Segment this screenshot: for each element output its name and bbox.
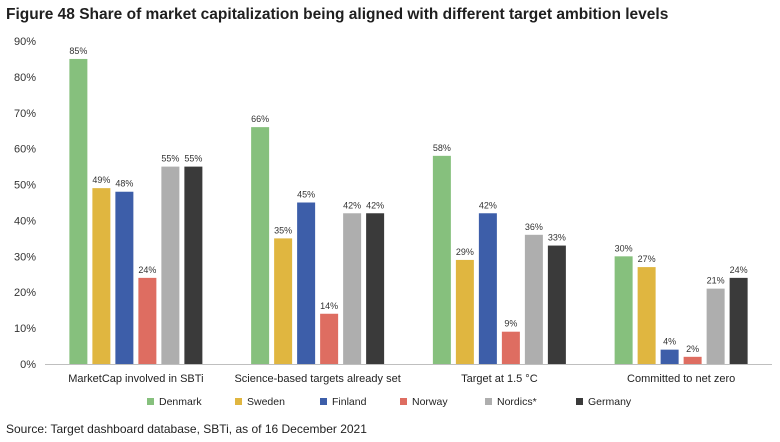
legend-swatch: [485, 398, 492, 405]
chart-source: Source: Target dashboard database, SBTi,…: [6, 422, 367, 436]
bar-finland: [478, 213, 497, 364]
legend-label: Denmark: [159, 396, 202, 408]
bar-sweden: [455, 259, 474, 364]
data-label: 42%: [343, 200, 361, 210]
data-label: 42%: [366, 200, 384, 210]
bar-norway: [138, 277, 157, 364]
data-label: 48%: [115, 179, 133, 189]
x-category-label: Target at 1.5 °C: [461, 373, 538, 385]
data-label: 55%: [184, 154, 202, 164]
bar-sweden: [637, 267, 656, 364]
legend-label: Nordics*: [497, 396, 537, 408]
legend-swatch: [400, 398, 407, 405]
x-category-label: Committed to net zero: [627, 373, 735, 385]
legend-label: Norway: [412, 396, 448, 408]
y-tick-label: 70%: [14, 108, 36, 120]
legend-label: Finland: [332, 396, 367, 408]
data-label: 14%: [320, 301, 338, 311]
x-category-label: MarketCap involved in SBTi: [68, 373, 203, 385]
bar-denmark: [432, 155, 451, 364]
y-tick-label: 60%: [14, 144, 36, 156]
y-tick-label: 20%: [14, 287, 36, 299]
y-tick-label: 0%: [20, 359, 36, 371]
x-category-label: Science-based targets already set: [234, 373, 400, 385]
bar-finland: [660, 349, 679, 364]
bar-germany: [184, 166, 203, 364]
data-label: 29%: [456, 247, 474, 257]
data-label: 45%: [297, 190, 315, 200]
data-label: 35%: [274, 225, 292, 235]
data-label: 9%: [504, 319, 517, 329]
legend-swatch: [576, 398, 583, 405]
bar-sweden: [274, 238, 293, 364]
bar-nordics: [343, 213, 362, 364]
data-label: 27%: [638, 254, 656, 264]
bar-denmark: [251, 127, 270, 364]
data-label: 24%: [730, 265, 748, 275]
legend-label: Germany: [588, 396, 632, 408]
data-label: 2%: [686, 344, 699, 354]
y-tick-label: 80%: [14, 72, 36, 84]
y-tick-label: 30%: [14, 251, 36, 263]
bar-nordics: [161, 166, 180, 364]
bar-nordics: [524, 234, 543, 364]
legend-label: Sweden: [247, 396, 285, 408]
bar-norway: [320, 313, 339, 364]
chart-title: Figure 48 Share of market capitalization…: [6, 6, 669, 23]
data-label: 85%: [69, 46, 87, 56]
data-label: 21%: [707, 276, 725, 286]
data-label: 58%: [433, 143, 451, 153]
data-label: 42%: [479, 200, 497, 210]
y-tick-label: 90%: [14, 36, 36, 48]
data-label: 30%: [615, 243, 633, 253]
y-tick-label: 40%: [14, 215, 36, 227]
data-label: 66%: [251, 114, 269, 124]
legend-swatch: [147, 398, 154, 405]
bar-sweden: [92, 188, 111, 364]
bar-norway: [683, 356, 702, 364]
data-label: 24%: [138, 265, 156, 275]
bar-finland: [297, 202, 316, 364]
legend-swatch: [320, 398, 327, 405]
bar-norway: [501, 331, 520, 364]
bar-denmark: [614, 256, 633, 364]
data-label: 33%: [548, 233, 566, 243]
bar-germany: [366, 213, 385, 364]
data-label: 36%: [525, 222, 543, 232]
data-label: 4%: [663, 337, 676, 347]
bar-nordics: [706, 288, 725, 364]
bar-finland: [115, 191, 134, 364]
data-label: 55%: [161, 154, 179, 164]
legend-swatch: [235, 398, 242, 405]
y-tick-label: 50%: [14, 180, 36, 192]
data-label: 49%: [92, 175, 110, 185]
bar-denmark: [69, 58, 88, 364]
bar-germany: [729, 277, 748, 364]
bar-germany: [547, 245, 566, 364]
y-tick-label: 10%: [14, 323, 36, 335]
